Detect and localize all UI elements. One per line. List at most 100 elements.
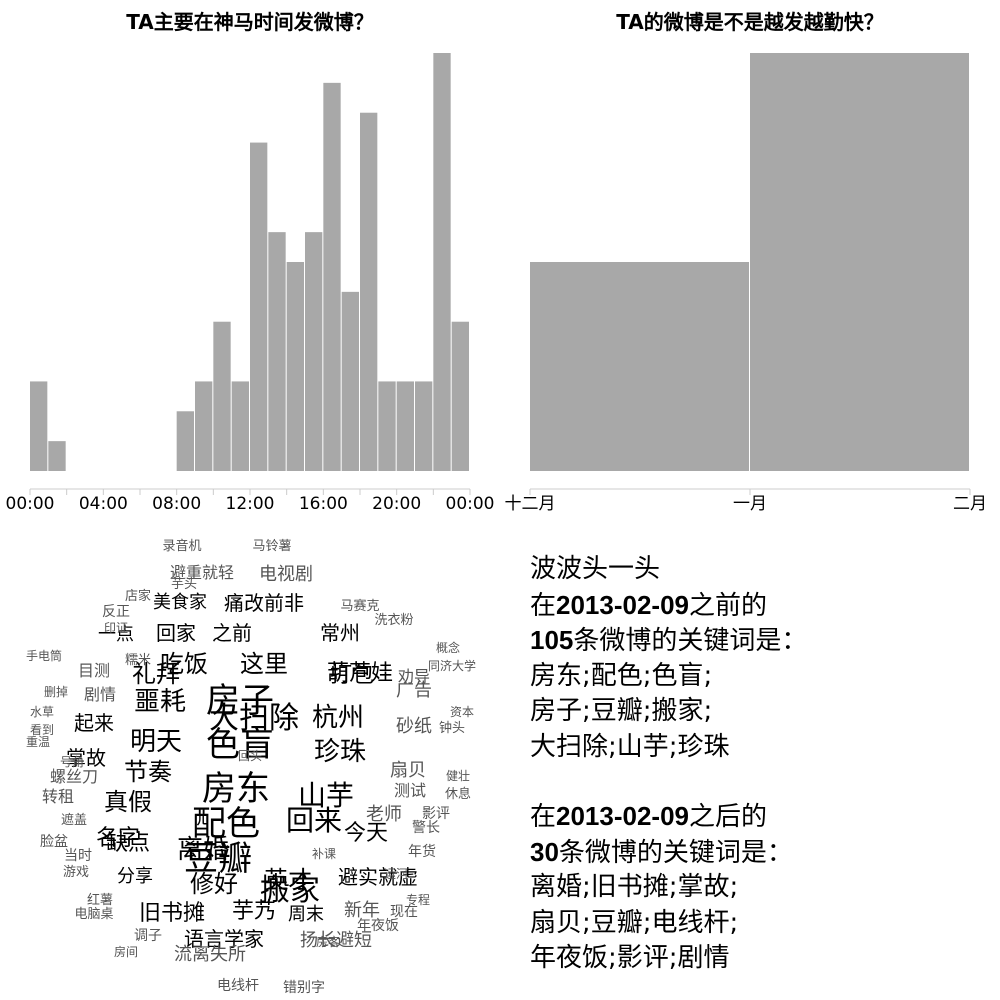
after-keywords-3: 年夜饭;影评;剧情 xyxy=(530,943,730,973)
user-name: 波波头一头 xyxy=(530,554,661,584)
cloud-word: 广告 xyxy=(396,680,432,701)
bar-11 xyxy=(231,381,249,471)
cloud-word: 印证 xyxy=(104,621,128,635)
x-tick-label: 十二月 xyxy=(505,494,556,514)
cloud-word: 吃饭 xyxy=(160,650,208,678)
cloud-word: 资本 xyxy=(450,705,474,719)
x-tick-label: 04:00 xyxy=(79,494,128,514)
cloud-word: 山芋 xyxy=(298,779,354,812)
cloud-word: 错别字 xyxy=(283,980,325,996)
bar-17 xyxy=(341,291,359,471)
cloud-word: 补课 xyxy=(312,847,336,861)
cloud-word: 糯米 xyxy=(125,653,151,668)
bar-13 xyxy=(268,232,286,471)
before-count-line: 105条微博的关键词是： xyxy=(530,625,808,656)
x-tick-label: 20:00 xyxy=(372,494,421,514)
cloud-word: 当时 xyxy=(64,848,92,864)
date: 2013-02-09 xyxy=(556,589,690,620)
bar-16 xyxy=(323,82,341,471)
cloud-word: 重温 xyxy=(26,735,50,749)
cloud-word: 英才 xyxy=(264,866,312,894)
bar-1 xyxy=(48,441,66,471)
cloud-word: 缺点 xyxy=(106,831,150,856)
cloud-word: 砂纸 xyxy=(396,716,432,737)
cloud-word: 运河 xyxy=(384,867,408,881)
before-keywords-2: 房子;豆瓣;搬家; xyxy=(530,696,713,726)
cloud-word: 现在 xyxy=(390,904,418,920)
cloud-word: 房间 xyxy=(114,944,138,959)
cloud-word: 马赛克 xyxy=(340,598,379,614)
cloud-word: 这里 xyxy=(240,650,288,678)
chart-title-months: TA的微博是不是越发越勤快？ xyxy=(616,10,884,34)
cloud-word: 大扫除 xyxy=(209,701,299,736)
cloud-word: 芋头 xyxy=(171,577,197,592)
after-count-line: 30条微博的关键词是： xyxy=(530,836,793,868)
cloud-word: 年货 xyxy=(408,843,436,860)
bar-15 xyxy=(305,232,323,471)
cloud-word: 配色 xyxy=(192,804,260,844)
x-tick-label: 一月 xyxy=(733,494,767,514)
cloud-word: 芋艿 xyxy=(232,899,276,924)
cloud-word: 健壮 xyxy=(446,769,470,783)
cloud-word: 痛改前非 xyxy=(224,591,304,615)
cloud-word: 噩耗 xyxy=(134,687,186,717)
cloud-word: 剧情 xyxy=(84,685,116,704)
cloud-word: 红薯 xyxy=(87,892,113,908)
x-tick-label: 00:00 xyxy=(6,494,55,514)
cloud-word: 回头 xyxy=(238,749,262,763)
bar-19 xyxy=(378,381,396,471)
bar-12 xyxy=(250,142,268,472)
after-keywords-2: 扇贝;豆瓣;电线杆; xyxy=(530,907,739,938)
cloud-word: 一点 xyxy=(98,624,134,645)
cloud-word: 测试 xyxy=(394,781,426,800)
cloud-word: 店家 xyxy=(125,588,151,604)
cloud-word: 号角 xyxy=(60,755,84,769)
cloud-word: 新年 xyxy=(344,900,380,921)
cloud-word: 游戏 xyxy=(63,865,89,880)
date: 2013-02-09 xyxy=(556,801,690,831)
cloud-word: 回来 xyxy=(286,804,342,837)
bar-10 xyxy=(213,321,231,471)
cloud-word: 搬家 xyxy=(260,873,320,908)
before-count: 105 xyxy=(530,625,574,655)
bar-22 xyxy=(433,53,451,471)
cloud-word: 节奏 xyxy=(124,758,172,786)
cloud-word: 老师 xyxy=(366,804,402,825)
cloud-word: 扇贝 xyxy=(390,760,426,781)
x-tick-label: 16:00 xyxy=(299,494,348,514)
bar-20 xyxy=(396,381,414,471)
cloud-word: 年夜饭 xyxy=(357,918,399,934)
bar-23 xyxy=(451,321,469,471)
x-tick-label: 二月 xyxy=(953,494,987,514)
cloud-word: 流离失所 xyxy=(174,944,246,965)
cloud-word: 明天 xyxy=(130,727,182,757)
bar-十二月 xyxy=(530,262,749,471)
cloud-word: 珍珠 xyxy=(314,737,366,767)
bar-一月 xyxy=(750,53,969,471)
bar-18 xyxy=(360,112,378,471)
bar-charts: 00:00 04:00 08:00 12:00 16:00 20:00 00:00 十二月 一月… xyxy=(6,53,987,514)
cloud-word: 水草 xyxy=(30,705,54,719)
cloud-word: 电视剧 xyxy=(259,564,313,585)
cloud-word: 警长 xyxy=(412,820,440,836)
x-tick-label: 12:00 xyxy=(226,494,275,514)
cloud-word: 今天 xyxy=(344,821,388,846)
cloud-word: 钟头 xyxy=(439,720,465,736)
cloud-word: 概念 xyxy=(436,640,460,655)
bar-0 xyxy=(30,381,48,471)
bar-8 xyxy=(176,411,194,471)
cloud-word: 周末 xyxy=(288,904,324,925)
after-count: 30 xyxy=(530,836,559,867)
cloud-word: 豆瓣 xyxy=(184,839,252,879)
after-date-line: 在2013-02-09之后的 xyxy=(530,801,768,832)
cloud-word: 休息 xyxy=(445,786,471,802)
after-keywords-1: 离婚;旧书摊;掌故; xyxy=(530,872,739,902)
cloud-word: 同济大学 xyxy=(428,658,476,673)
cloud-word: 打包 xyxy=(330,663,374,688)
keyword-summary: 波波头一头 在2013-02-09之前的 105条微博的关键词是： 房东;配色;… xyxy=(530,552,807,977)
before-keywords-3: 大扫除;山芋;珍珠 xyxy=(530,731,730,762)
bar-14 xyxy=(286,262,304,471)
before-keywords-1: 房东;配色;色盲; xyxy=(530,660,713,691)
cloud-word: 扬长避短 xyxy=(300,930,372,951)
cloud-word: 目测 xyxy=(78,661,110,680)
